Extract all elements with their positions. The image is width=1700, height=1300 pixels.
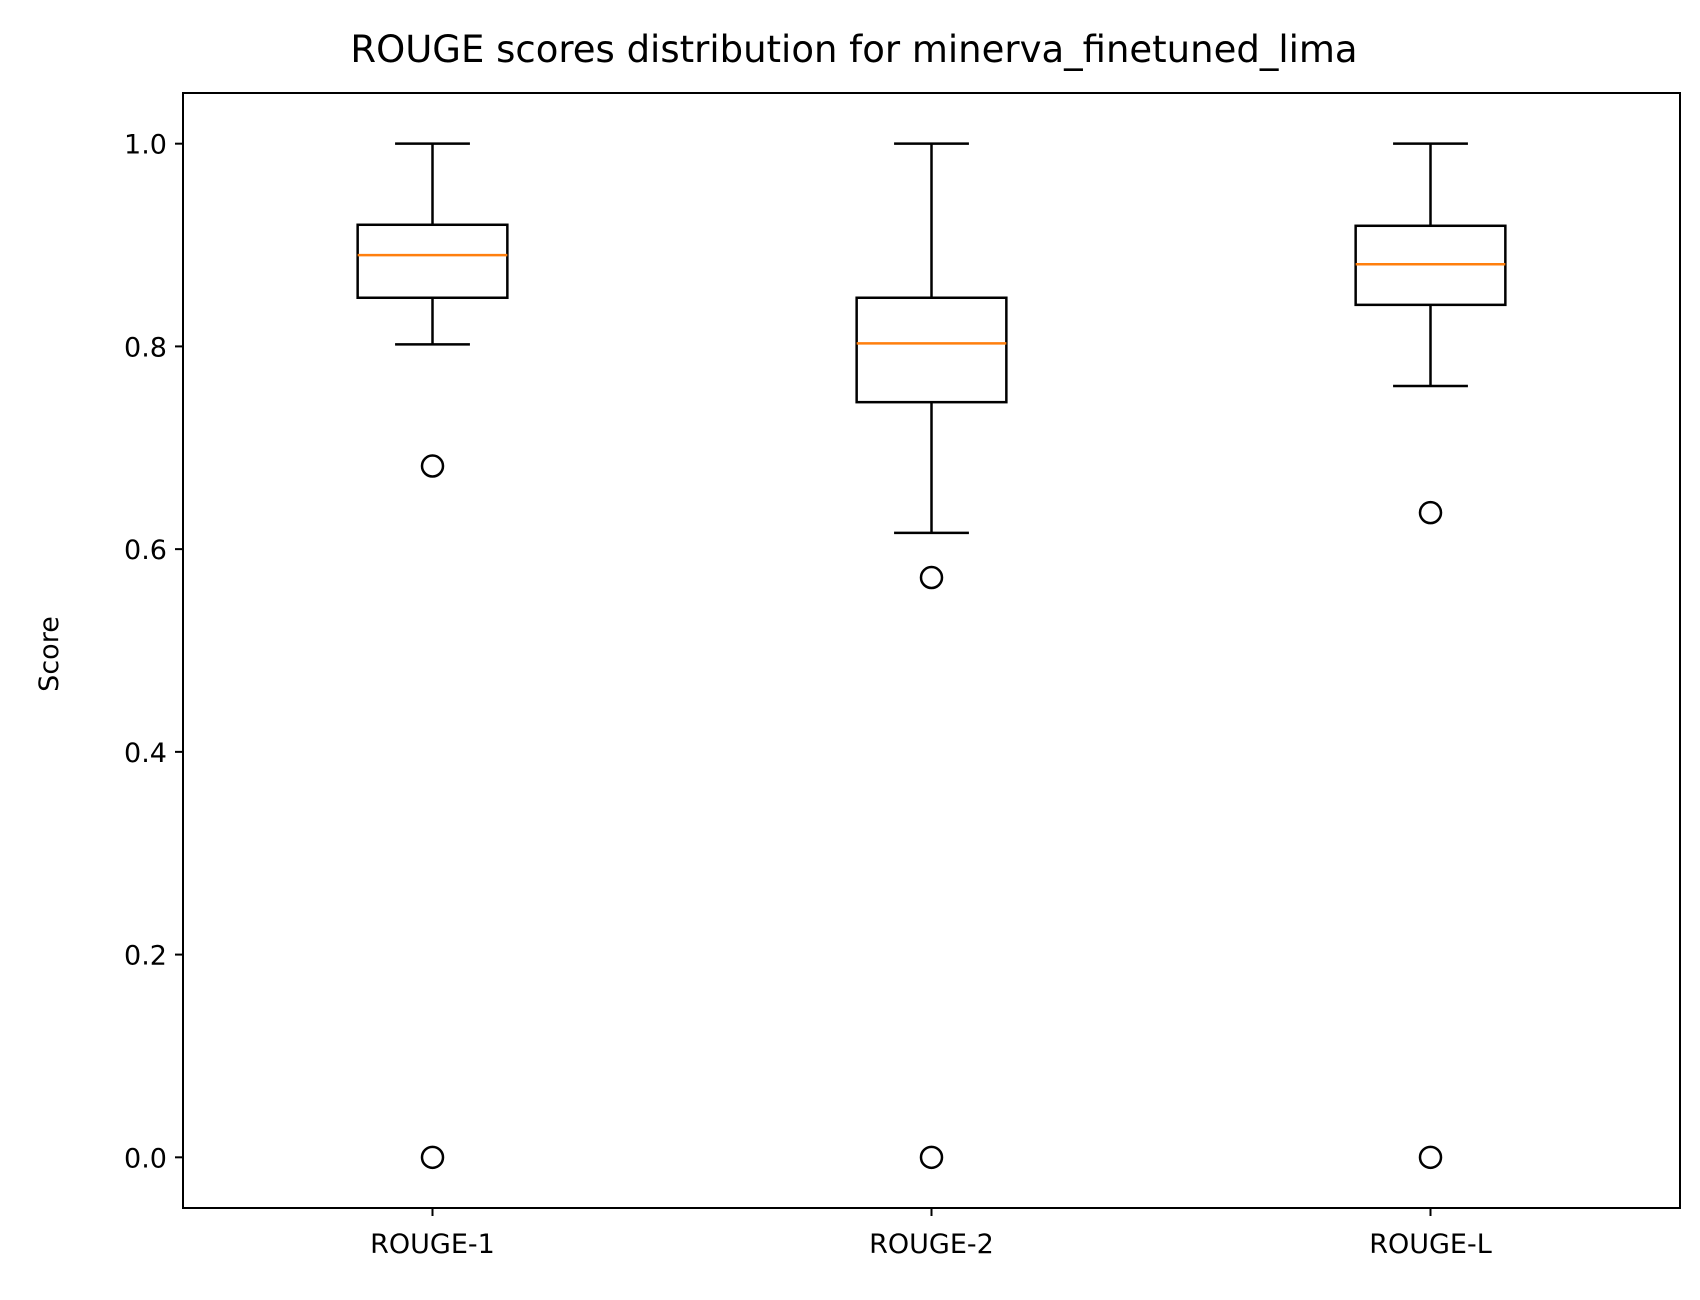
outlier-point <box>420 454 445 478</box>
outlier-point <box>919 1145 944 1170</box>
x-tick-label: ROUGE-2 <box>869 1229 994 1260</box>
y-tick-label: 0.4 <box>124 738 167 769</box>
x-tick-label: ROUGE-L <box>1369 1229 1492 1260</box>
outlier-point <box>1418 500 1443 525</box>
y-tick-label: 0.8 <box>124 332 167 363</box>
box-iqr <box>855 296 1008 404</box>
plot-frame <box>182 92 1681 1209</box>
outlier-point <box>420 1145 445 1170</box>
y-tick-label: 1.0 <box>124 130 167 161</box>
y-axis-label: Score <box>34 616 65 692</box>
outlier-point <box>919 565 944 590</box>
plot-area: 0.0 0.2 0.4 0.6 0.8 1.0 ROUGE-1 ROUGE-2 ROUGE-L <box>124 130 1507 1260</box>
y-tick-label: 0.2 <box>124 941 167 972</box>
outlier-point <box>1418 1145 1443 1170</box>
x-tick-label: ROUGE-1 <box>370 1229 495 1260</box>
y-tick-label: 0.0 <box>124 1143 167 1174</box>
y-tick-label: 0.6 <box>124 535 167 566</box>
chart-title: ROUGE scores distribution for minerva_fi… <box>350 28 1357 71</box>
box-iqr <box>356 223 509 300</box>
